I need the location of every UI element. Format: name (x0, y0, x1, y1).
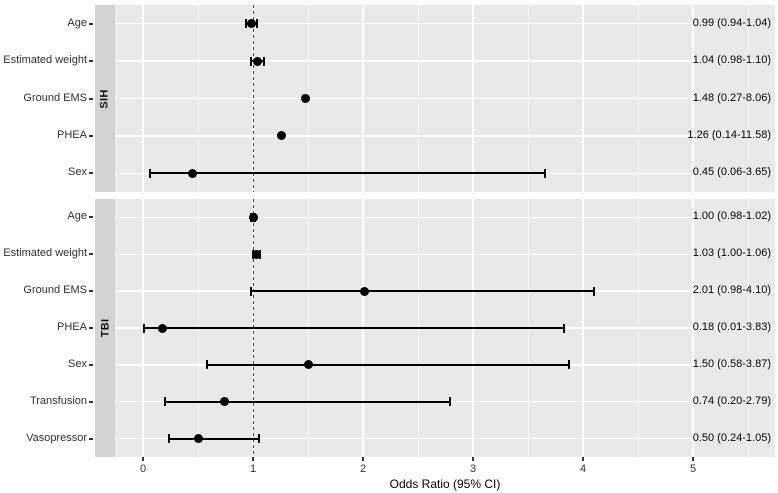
point-estimate-dot (251, 249, 261, 259)
x-tick-label: 0 (139, 463, 147, 475)
ci-cap (168, 434, 171, 444)
ci-cap (593, 286, 595, 296)
row-label: Ground EMS (23, 284, 87, 297)
ci-cap (164, 397, 166, 407)
or-annotation: 1.03 (1.00-1.06) (692, 247, 771, 260)
point-estimate-dot (158, 323, 168, 333)
x-axis-tick (692, 457, 694, 461)
row-gridline (115, 22, 775, 25)
y-axis-tick (89, 400, 93, 403)
x-axis-tick (582, 457, 584, 461)
point-estimate-dot (277, 131, 287, 141)
or-annotation: 1.26 (0.14-11.58) (687, 128, 771, 141)
row-label: Age (67, 16, 87, 29)
row-label: Age (67, 210, 87, 223)
x-tick-label: 4 (579, 463, 587, 475)
or-annotation: 0.99 (0.94-1.04) (692, 16, 771, 29)
ci-cap (563, 323, 566, 333)
ci-cap (143, 323, 146, 333)
x-axis-tick (142, 457, 144, 461)
ci-cap (249, 56, 252, 66)
row-gridline (115, 216, 775, 219)
y-axis-tick (89, 253, 93, 256)
or-annotation: 1.04 (0.98-1.10) (692, 54, 771, 67)
ci-cap (448, 397, 451, 407)
y-axis-tick (89, 60, 93, 63)
ci-cap (263, 56, 265, 66)
ci-bar (144, 327, 565, 329)
ci-bar (169, 437, 259, 440)
panel-tbi: 1.00 (0.98-1.02) 1.03 (1.00-1.06) 2.01 (0.… (115, 199, 775, 457)
ci-cap (205, 360, 208, 370)
y-axis-tick (89, 327, 93, 329)
point-estimate-dot (252, 56, 262, 66)
ci-cap (257, 434, 260, 444)
row-label: Sex (68, 357, 87, 370)
point-estimate-dot (219, 397, 229, 407)
ci-cap (256, 19, 259, 29)
point-estimate-dot (247, 19, 257, 29)
ci-bar (250, 290, 594, 293)
point-estimate-dot (193, 434, 203, 444)
y-axis-tick (89, 290, 93, 293)
ci-bar (206, 363, 569, 366)
row-label: Transfusion (29, 394, 87, 407)
or-annotation: 0.50 (0.24-1.05) (692, 431, 771, 444)
facet-strip-label: SIH (99, 88, 111, 109)
y-axis-tick (89, 437, 93, 440)
row-gridline (115, 97, 775, 100)
ci-bar (165, 400, 450, 403)
row-label: Ground EMS (23, 91, 87, 104)
or-annotation: 1.48 (0.27-8.06) (692, 91, 771, 104)
ci-cap (249, 286, 252, 296)
row-gridline (115, 437, 775, 440)
facet-strip-tbi: TBI (95, 199, 115, 457)
row-label: PHEA (57, 128, 87, 141)
or-annotation: 1.00 (0.98-1.02) (692, 210, 771, 223)
point-estimate-dot (303, 360, 313, 370)
row-gridline (115, 135, 775, 137)
or-annotation: 0.45 (0.06-3.65) (692, 166, 771, 179)
row-gridline (115, 253, 775, 256)
or-annotation: 0.74 (0.20-2.79) (692, 394, 771, 407)
ci-cap (148, 168, 151, 178)
or-annotation: 0.18 (0.01-3.83) (692, 321, 771, 333)
panel-sih: 0.99 (0.94-1.04) 1.04 (0.98-1.10) 1.48 (0.… (115, 5, 775, 192)
x-tick-label: 5 (689, 463, 697, 475)
x-tick-label: 3 (469, 463, 477, 475)
y-axis-tick (89, 216, 93, 219)
row-label: PHEA (57, 321, 87, 333)
row-label: Sex (68, 166, 87, 179)
point-estimate-dot (301, 94, 311, 103)
facet-strip-label: TBI (99, 318, 111, 338)
reference-line (252, 5, 254, 192)
y-axis-tick (89, 22, 93, 25)
point-estimate-dot (359, 286, 369, 296)
y-axis-tick (89, 363, 93, 366)
ci-cap (567, 360, 570, 370)
point-estimate-dot (188, 168, 197, 178)
x-axis-tick (252, 457, 254, 461)
ci-bar (149, 172, 545, 175)
row-label: Estimated weight (3, 54, 87, 67)
or-annotation: 1.50 (0.58-3.87) (692, 357, 771, 370)
row-gridline (115, 60, 775, 62)
x-tick-label: 2 (359, 463, 367, 475)
y-axis-tick (89, 172, 93, 175)
point-estimate-dot (248, 212, 258, 222)
ci-cap (543, 168, 546, 178)
row-label: Vasopressor (26, 431, 87, 444)
y-axis-tick (89, 134, 93, 137)
or-annotation: 2.01 (0.98-4.10) (692, 284, 771, 297)
x-axis-title: Odds Ratio (95% CI) (389, 477, 501, 491)
x-axis-tick (362, 457, 364, 461)
x-axis-tick (472, 457, 474, 461)
row-label: Estimated weight (3, 247, 87, 260)
facet-strip-sih: SIH (95, 5, 115, 192)
ci-cap (245, 19, 248, 29)
y-axis-tick (89, 97, 93, 100)
x-tick-label: 1 (249, 463, 257, 475)
